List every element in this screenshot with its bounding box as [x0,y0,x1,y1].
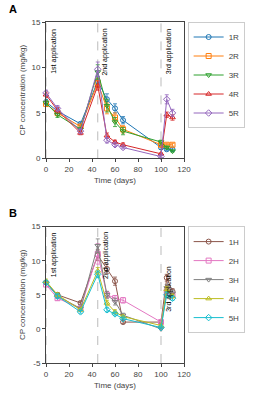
svg-text:60: 60 [111,370,120,379]
svg-text:20: 20 [65,165,74,174]
svg-text:100: 100 [154,165,168,174]
svg-text:3H: 3H [229,276,239,285]
svg-text:4R: 4R [229,90,239,99]
svg-text:1st application: 1st application [50,232,58,277]
svg-text:CP concentration (mg/kg): CP concentration (mg/kg) [18,45,27,136]
svg-text:5: 5 [36,109,41,118]
svg-text:2H: 2H [229,257,239,266]
svg-text:2R: 2R [229,52,239,61]
svg-text:Time (days): Time (days) [94,176,136,185]
svg-text:100: 100 [154,370,168,379]
svg-text:5H: 5H [229,314,239,323]
svg-text:60: 60 [111,165,120,174]
svg-text:0: 0 [44,370,49,379]
svg-text:CP concentration (mg/kg): CP concentration (mg/kg) [18,249,27,340]
svg-text:20: 20 [65,370,74,379]
svg-text:1st application: 1st application [50,29,58,74]
svg-text:5: 5 [36,291,41,300]
svg-text:80: 80 [134,165,143,174]
svg-text:0: 0 [44,165,49,174]
svg-text:3rd application: 3rd application [165,266,173,312]
svg-text:10: 10 [31,257,40,266]
svg-text:120: 120 [177,370,191,379]
svg-text:40: 40 [88,370,97,379]
svg-text:15: 15 [31,222,40,231]
svg-text:15: 15 [31,18,40,27]
svg-text:Time (days): Time (days) [94,381,136,390]
svg-text:2nd application: 2nd application [101,28,109,75]
svg-text:-5: -5 [33,359,41,368]
svg-text:1H: 1H [229,238,239,247]
svg-text:2nd application: 2nd application [102,232,110,279]
svg-text:3R: 3R [229,71,239,80]
svg-text:A: A [9,3,17,15]
svg-text:40: 40 [88,165,97,174]
svg-text:B: B [9,207,17,219]
svg-text:1R: 1R [229,33,239,42]
svg-text:80: 80 [134,370,143,379]
svg-text:5R: 5R [229,109,239,118]
svg-text:3rd application: 3rd application [165,29,173,75]
svg-text:0: 0 [36,154,41,163]
svg-text:10: 10 [31,63,40,72]
svg-text:120: 120 [177,165,191,174]
svg-text:4H: 4H [229,295,239,304]
svg-text:0: 0 [36,325,41,334]
